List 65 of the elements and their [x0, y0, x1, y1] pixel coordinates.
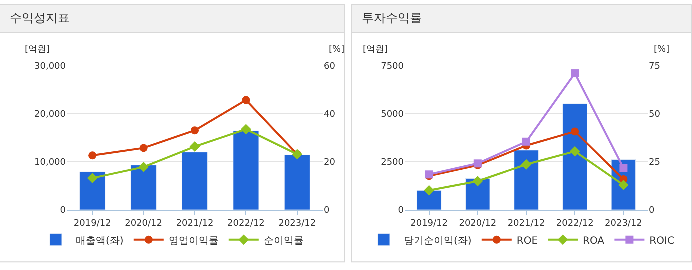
y-axis-title: [억원] [363, 45, 388, 55]
point [522, 138, 530, 146]
x-tick-label: 2021/12 [508, 218, 546, 229]
y-tick-label: 7500 [381, 62, 404, 72]
bar [80, 172, 106, 210]
point [571, 128, 580, 136]
x-tick-label: 2022/12 [228, 218, 265, 229]
legend-label: 매출액(좌) [76, 236, 124, 247]
point [190, 142, 200, 152]
y-tick-label: 30,000 [34, 62, 66, 72]
y-tick-label: 5000 [381, 110, 404, 120]
legend-label: 순이익률 [264, 236, 304, 247]
y2-tick-label: 75 [649, 62, 660, 72]
bar [233, 130, 260, 210]
x-tick-label: 2022/12 [556, 218, 594, 229]
y2-tick-label: 60 [324, 62, 336, 72]
point [472, 176, 484, 187]
chart-title: 투자수익률 [362, 11, 422, 25]
y2-tick-label: 25 [649, 158, 660, 168]
bar [514, 150, 539, 210]
y2-tick-label: 0 [324, 206, 330, 216]
point [87, 173, 98, 184]
x-tick-label: 2023/12 [605, 218, 642, 229]
point [242, 96, 250, 104]
y-tick-label: 20,000 [34, 110, 66, 120]
x-tick-label: 2021/12 [176, 218, 214, 229]
x-tick-label: 2020/12 [459, 218, 497, 229]
bar [562, 104, 588, 210]
bar [182, 152, 208, 210]
point [241, 124, 252, 135]
point [138, 162, 149, 172]
y-tick-label: 10,000 [34, 158, 66, 168]
y2-tick-label: 40 [324, 110, 336, 120]
point [140, 144, 148, 152]
point [618, 180, 629, 190]
y-axis-title: [억원] [25, 45, 50, 55]
y2-tick-label: 50 [649, 110, 661, 120]
y-tick-label: 0 [398, 206, 404, 216]
x-tick-label: 2019/12 [74, 218, 112, 229]
point [521, 159, 532, 170]
y-tick-label: 2500 [381, 158, 404, 168]
y2-axis-title: [%] [329, 45, 345, 55]
legend-label: ROE [516, 236, 538, 247]
legend-label: 당기순이익(좌) [404, 236, 472, 247]
point [571, 70, 580, 78]
x-tick-label: 2023/12 [278, 218, 316, 229]
x-tick-label: 2020/12 [125, 218, 162, 229]
bar [284, 154, 310, 210]
bar [466, 178, 490, 210]
legend-label: ROA [583, 236, 605, 247]
y2-axis-title: [%] [654, 45, 670, 55]
y-tick-label: 0 [60, 206, 66, 216]
bar [130, 165, 157, 210]
y2-tick-label: 0 [649, 206, 655, 216]
legend-label: 영업이익률 [168, 236, 219, 247]
point [620, 164, 628, 172]
point [191, 126, 199, 135]
bar [416, 190, 442, 210]
x-tick-label: 2019/12 [410, 218, 448, 229]
legend-label: ROIC [650, 236, 674, 247]
point [570, 146, 580, 157]
y2-tick-label: 20 [324, 158, 336, 168]
point [424, 185, 434, 196]
chart-title: 수익성지표 [10, 11, 70, 25]
point [88, 152, 97, 160]
